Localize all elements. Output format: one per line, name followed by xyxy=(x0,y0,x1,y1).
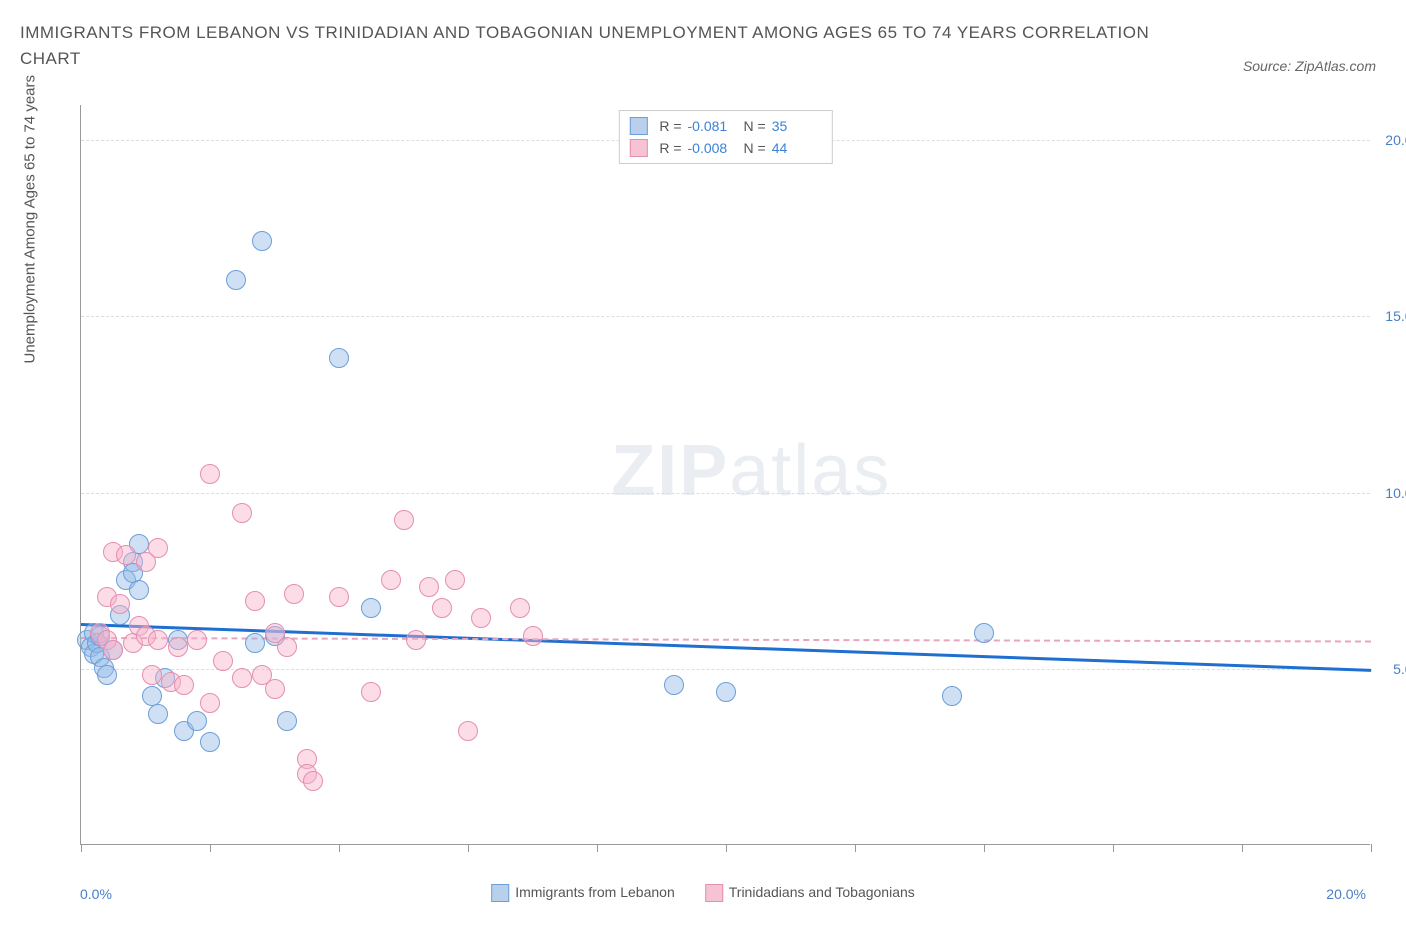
gridline xyxy=(81,669,1370,670)
data-point xyxy=(265,679,285,699)
watermark-zip: ZIP xyxy=(611,431,729,511)
data-point xyxy=(277,637,297,657)
r-label: R = xyxy=(659,140,681,156)
data-point xyxy=(200,693,220,713)
plot-area: ZIPatlas R =-0.081N =35R =-0.008N =44 5.… xyxy=(80,105,1370,845)
y-axis-label: Unemployment Among Ages 65 to 74 years xyxy=(22,75,39,364)
y-tick-label: 5.0% xyxy=(1393,661,1406,677)
x-tick xyxy=(855,844,856,852)
n-label: N = xyxy=(744,118,766,134)
data-point xyxy=(664,675,684,695)
legend-row: R = -0.008 N = 44 xyxy=(629,137,821,159)
data-point xyxy=(187,711,207,731)
legend-item: Immigrants from Lebanon xyxy=(491,884,675,902)
data-point xyxy=(361,682,381,702)
data-point xyxy=(303,771,323,791)
data-point xyxy=(148,704,168,724)
data-point xyxy=(329,348,349,368)
r-label: R = xyxy=(659,118,681,134)
legend-swatch xyxy=(491,884,509,902)
data-point xyxy=(97,665,117,685)
x-axis-min-label: 0.0% xyxy=(80,886,112,902)
x-tick xyxy=(1113,844,1114,852)
data-point xyxy=(142,665,162,685)
y-tick-label: 15.0% xyxy=(1385,308,1406,324)
n-value: 35 xyxy=(772,118,822,134)
x-tick xyxy=(210,844,211,852)
x-tick xyxy=(1242,844,1243,852)
x-axis-max-label: 20.0% xyxy=(1326,886,1366,902)
x-tick xyxy=(81,844,82,852)
y-tick-label: 10.0% xyxy=(1385,485,1406,501)
data-point xyxy=(200,464,220,484)
data-point xyxy=(523,626,543,646)
data-point xyxy=(200,732,220,752)
data-point xyxy=(277,711,297,731)
data-point xyxy=(232,668,252,688)
chart-title: IMMIGRANTS FROM LEBANON VS TRINIDADIAN A… xyxy=(20,20,1170,71)
x-tick xyxy=(597,844,598,852)
data-point xyxy=(381,570,401,590)
data-point xyxy=(361,598,381,618)
n-label: N = xyxy=(744,140,766,156)
series-legend: Immigrants from Lebanon Trinidadians and … xyxy=(491,884,915,902)
data-point xyxy=(432,598,452,618)
x-tick xyxy=(1371,844,1372,852)
data-point xyxy=(471,608,491,628)
data-point xyxy=(252,231,272,251)
source-attribution: Source: ZipAtlas.com xyxy=(1243,58,1376,74)
correlation-chart: IMMIGRANTS FROM LEBANON VS TRINIDADIAN A… xyxy=(20,20,1386,910)
data-point xyxy=(974,623,994,643)
watermark: ZIPatlas xyxy=(611,430,891,512)
correlation-legend: R = -0.081 N = 35 R = -0.008 N = 44 xyxy=(618,110,832,164)
gridline xyxy=(81,493,1370,494)
data-point xyxy=(510,598,530,618)
legend-swatch xyxy=(629,139,647,157)
x-tick xyxy=(984,844,985,852)
data-point xyxy=(394,510,414,530)
data-point xyxy=(168,637,188,657)
data-point xyxy=(445,570,465,590)
n-value: 44 xyxy=(772,140,822,156)
legend-swatch xyxy=(629,117,647,135)
data-point xyxy=(116,545,136,565)
data-point xyxy=(716,682,736,702)
series-name: Immigrants from Lebanon xyxy=(515,884,675,900)
data-point xyxy=(226,270,246,290)
x-tick xyxy=(339,844,340,852)
series-name: Trinidadians and Tobagonians xyxy=(729,884,915,900)
data-point xyxy=(329,587,349,607)
data-point xyxy=(110,594,130,614)
x-tick xyxy=(726,844,727,852)
data-point xyxy=(187,630,207,650)
data-point xyxy=(148,538,168,558)
data-point xyxy=(232,503,252,523)
data-point xyxy=(245,633,265,653)
data-point xyxy=(458,721,478,741)
data-point xyxy=(129,580,149,600)
data-point xyxy=(148,630,168,650)
data-point xyxy=(406,630,426,650)
data-point xyxy=(245,591,265,611)
data-point xyxy=(103,640,123,660)
data-point xyxy=(942,686,962,706)
legend-swatch xyxy=(705,884,723,902)
x-tick xyxy=(468,844,469,852)
gridline xyxy=(81,316,1370,317)
r-value: -0.008 xyxy=(688,140,738,156)
watermark-atlas: atlas xyxy=(729,431,891,511)
data-point xyxy=(419,577,439,597)
data-point xyxy=(284,584,304,604)
data-point xyxy=(213,651,233,671)
y-tick-label: 20.0% xyxy=(1385,132,1406,148)
legend-row: R = -0.081 N = 35 xyxy=(629,115,821,137)
data-point xyxy=(174,675,194,695)
r-value: -0.081 xyxy=(688,118,738,134)
legend-item: Trinidadians and Tobagonians xyxy=(705,884,915,902)
